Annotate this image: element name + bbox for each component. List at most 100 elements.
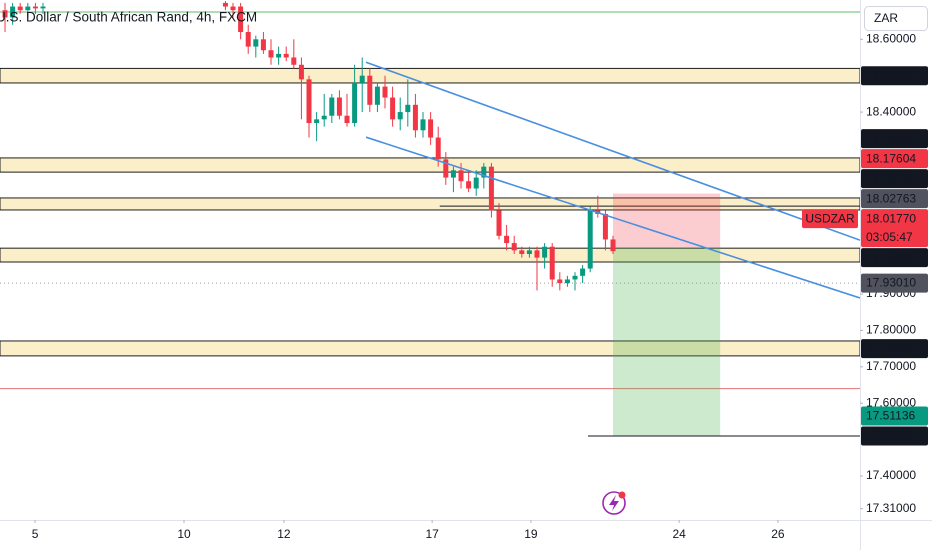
zone	[0, 157, 860, 173]
candle-body	[374, 86, 380, 105]
zone	[0, 340, 860, 357]
price-label: 17.75000	[866, 341, 916, 355]
candle-body	[519, 250, 525, 254]
trend-line	[365, 61, 860, 241]
candle-body	[321, 115, 327, 120]
price-label-box	[861, 129, 928, 149]
plot-area	[0, 1, 860, 437]
zone	[0, 247, 860, 263]
candle-body	[32, 6, 38, 9]
price-label-box	[861, 189, 928, 209]
x-tick-label: 26	[771, 527, 785, 541]
zone	[0, 67, 860, 84]
target-zone	[613, 247, 721, 436]
stop-zone	[613, 193, 721, 248]
trend-line	[365, 136, 860, 299]
candle-body	[245, 32, 251, 47]
candle-body	[496, 210, 502, 236]
candle-body	[420, 119, 426, 131]
candle-body	[564, 279, 570, 284]
y-tick-label: 17.60000	[866, 395, 916, 409]
candle-body	[572, 275, 578, 280]
candle-body	[298, 64, 304, 80]
candle-body	[314, 119, 320, 123]
candle-body	[222, 2, 228, 7]
candle-body	[473, 177, 479, 189]
candle-body	[382, 86, 388, 98]
x-tick-label: 12	[277, 527, 291, 541]
candle-body	[359, 75, 365, 83]
axes: 5 10 12 17 19 24 2618.6000018.4000017.9000017.…	[32, 31, 928, 541]
price-label: 17.93010	[866, 276, 916, 290]
chart-title: U.S. Dollar / South African Rand, 4h, FX…	[0, 10, 257, 25]
candle-body	[526, 250, 532, 254]
candle-body	[534, 250, 540, 258]
candle-body	[504, 235, 510, 244]
price-label: 17.51136	[866, 409, 915, 423]
candle-body	[283, 53, 289, 58]
candle-body	[405, 104, 411, 113]
candle-body	[253, 39, 259, 47]
currency-label[interactable]: ZAR	[874, 11, 898, 25]
price-label-box	[861, 169, 928, 189]
candle-body	[466, 181, 472, 189]
x-tick-label: 5	[32, 527, 39, 541]
price-label-box	[861, 149, 928, 169]
price-label-box	[861, 209, 928, 248]
candle-body	[580, 268, 586, 276]
candle-body	[397, 112, 403, 120]
price-label-box	[861, 426, 928, 446]
price-label-box	[861, 339, 928, 359]
candle-body	[352, 82, 358, 123]
price-label: 18.01770	[866, 211, 916, 225]
x-tick-label: 24	[672, 527, 686, 541]
alert-icon[interactable]	[602, 491, 626, 515]
candle-body	[450, 170, 456, 178]
candle-body	[367, 75, 373, 105]
zone	[0, 197, 860, 211]
x-tick-label: 17	[425, 527, 439, 541]
candle-body	[602, 213, 608, 240]
price-label: 18.50000	[866, 68, 916, 82]
candle-body	[25, 6, 31, 11]
candle-body	[260, 39, 266, 51]
candle-body	[542, 246, 548, 258]
candle-body	[390, 97, 396, 120]
price-label: 18.00000	[866, 250, 916, 264]
price-label: 18.02763	[866, 191, 916, 205]
symbol-tag-box	[802, 209, 858, 229]
candle-body	[428, 119, 434, 138]
y-tick-label: 17.31000	[866, 501, 916, 515]
y-tick-label: 17.40000	[866, 468, 916, 482]
candle-body	[238, 6, 244, 33]
candle-body	[488, 166, 494, 211]
y-tick-label: 18.60000	[866, 31, 916, 45]
candle-body	[557, 279, 563, 284]
symbol-tag: USDZAR	[805, 211, 855, 225]
candle-body	[40, 6, 46, 9]
candle-body	[2, 10, 8, 18]
candle-body	[230, 6, 236, 11]
y-tick-label: 17.70000	[866, 359, 916, 373]
price-label: 18.25000	[866, 131, 916, 145]
price-label-box	[861, 273, 928, 293]
candle-body	[458, 170, 464, 182]
candle-body	[17, 6, 23, 11]
candle-body	[276, 53, 282, 58]
candle-body	[10, 6, 16, 18]
currency-button[interactable]	[864, 6, 928, 31]
candle-body	[549, 246, 555, 280]
x-tick-label: 10	[177, 527, 191, 541]
candle-body	[291, 57, 297, 65]
y-tick-label: 17.80000	[866, 323, 916, 337]
candle-body	[587, 210, 593, 269]
candle-body	[329, 97, 335, 116]
candle-body	[336, 97, 342, 116]
x-tick-label: 19	[524, 527, 538, 541]
price-label: 18.17604	[866, 151, 916, 165]
candle-body	[344, 115, 350, 123]
candle-body	[435, 137, 441, 160]
